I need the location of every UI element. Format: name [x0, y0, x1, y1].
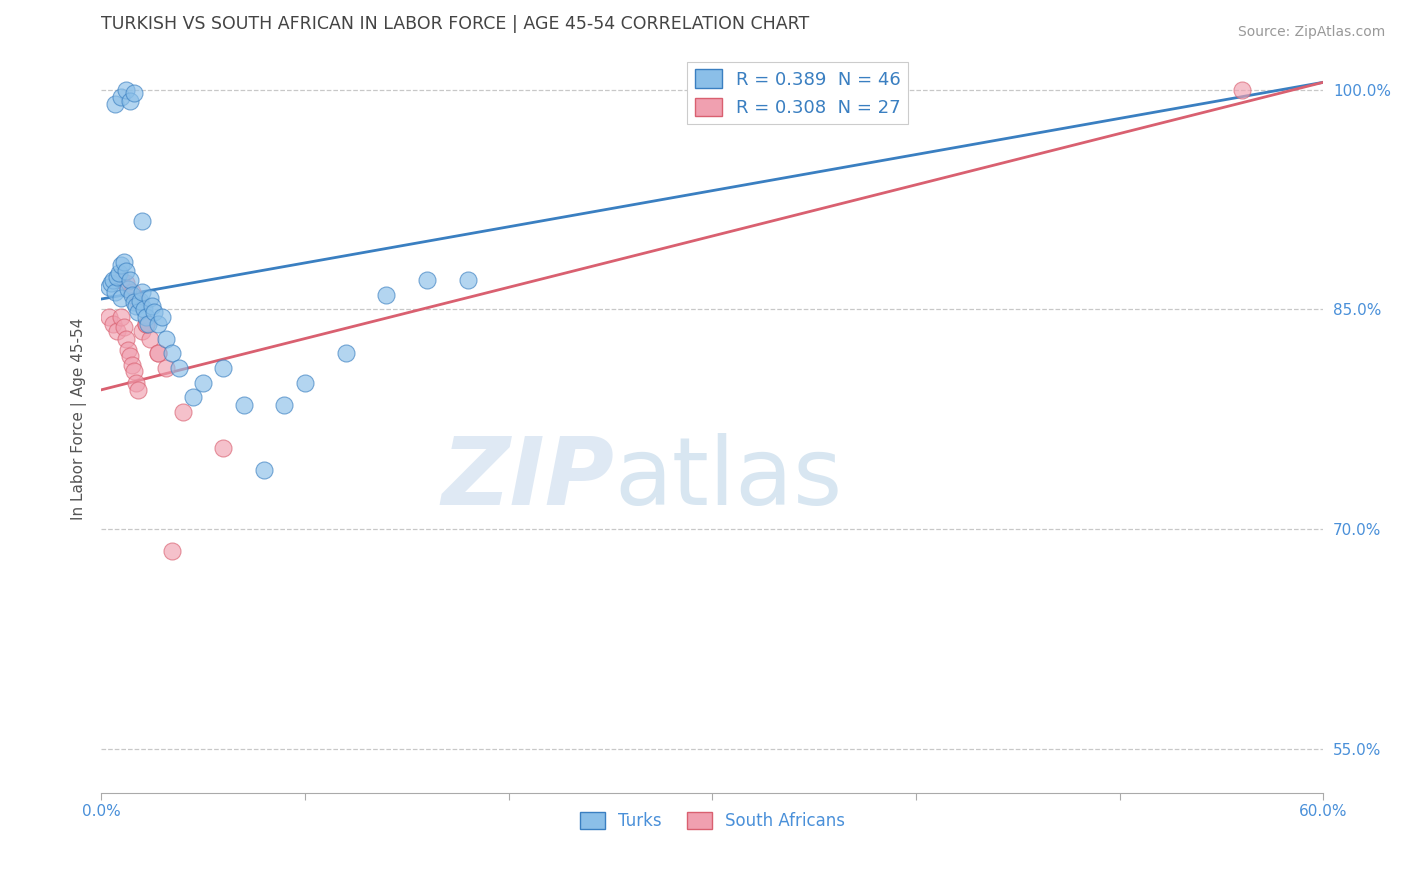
Text: Source: ZipAtlas.com: Source: ZipAtlas.com: [1237, 25, 1385, 39]
Point: [121, 358, 143, 372]
Point: [103, 317, 125, 331]
Y-axis label: In Labor Force | Age 45-54: In Labor Force | Age 45-54: [72, 318, 87, 520]
Point: [118, 349, 141, 363]
Point: [162, 346, 184, 360]
Text: ZIP: ZIP: [441, 433, 614, 524]
Point: [141, 299, 163, 313]
Point: [112, 319, 135, 334]
Point: [146, 346, 169, 360]
Text: atlas: atlas: [614, 433, 842, 524]
Point: [167, 360, 190, 375]
Point: [335, 346, 357, 360]
Point: [112, 255, 135, 269]
Point: [253, 463, 276, 477]
Point: [191, 376, 214, 390]
Point: [212, 442, 235, 456]
Point: [162, 544, 184, 558]
Point: [294, 376, 316, 390]
Point: [118, 95, 141, 109]
Text: TURKISH VS SOUTH AFRICAN IN LABOR FORCE | AGE 45-54 CORRELATION CHART: TURKISH VS SOUTH AFRICAN IN LABOR FORCE …: [101, 15, 810, 33]
Point: [127, 305, 149, 319]
Point: [110, 310, 132, 324]
Point: [273, 397, 295, 411]
Point: [131, 214, 153, 228]
Point: [100, 276, 122, 290]
Point: [150, 310, 173, 324]
Point: [121, 287, 143, 301]
Point: [131, 324, 153, 338]
Point: [128, 293, 150, 308]
Point: [135, 317, 157, 331]
Point: [98, 310, 121, 324]
Point: [139, 291, 162, 305]
Point: [122, 364, 145, 378]
Point: [135, 310, 157, 324]
Point: [146, 317, 169, 331]
Point: [135, 317, 157, 331]
Point: [375, 287, 398, 301]
Point: [155, 332, 177, 346]
Point: [110, 90, 132, 104]
Point: [127, 383, 149, 397]
Point: [107, 324, 129, 338]
Point: [146, 346, 169, 360]
Point: [114, 332, 136, 346]
Point: [127, 295, 149, 310]
Point: [108, 266, 131, 280]
Point: [114, 276, 136, 290]
Point: [172, 405, 194, 419]
Point: [132, 302, 155, 317]
Point: [232, 397, 254, 411]
Point: [118, 273, 141, 287]
Legend: Turks, South Africans: Turks, South Africans: [572, 805, 852, 837]
Point: [139, 332, 162, 346]
Point: [181, 390, 204, 404]
Point: [457, 273, 479, 287]
Point: [131, 285, 153, 299]
Point: [1230, 82, 1253, 96]
Point: [110, 273, 132, 287]
Point: [136, 317, 159, 331]
Point: [122, 86, 145, 100]
Point: [98, 280, 121, 294]
Point: [117, 282, 139, 296]
Point: [110, 258, 132, 272]
Point: [117, 343, 139, 358]
Point: [125, 376, 148, 390]
Point: [121, 285, 143, 299]
Point: [155, 360, 177, 375]
Point: [212, 360, 235, 375]
Point: [110, 291, 132, 305]
Point: [114, 82, 136, 96]
Point: [125, 299, 148, 313]
Point: [416, 273, 439, 287]
Point: [107, 270, 129, 285]
Point: [104, 285, 127, 299]
Point: [143, 305, 166, 319]
Point: [104, 97, 127, 112]
Point: [122, 295, 145, 310]
Point: [103, 273, 125, 287]
Point: [114, 264, 136, 278]
